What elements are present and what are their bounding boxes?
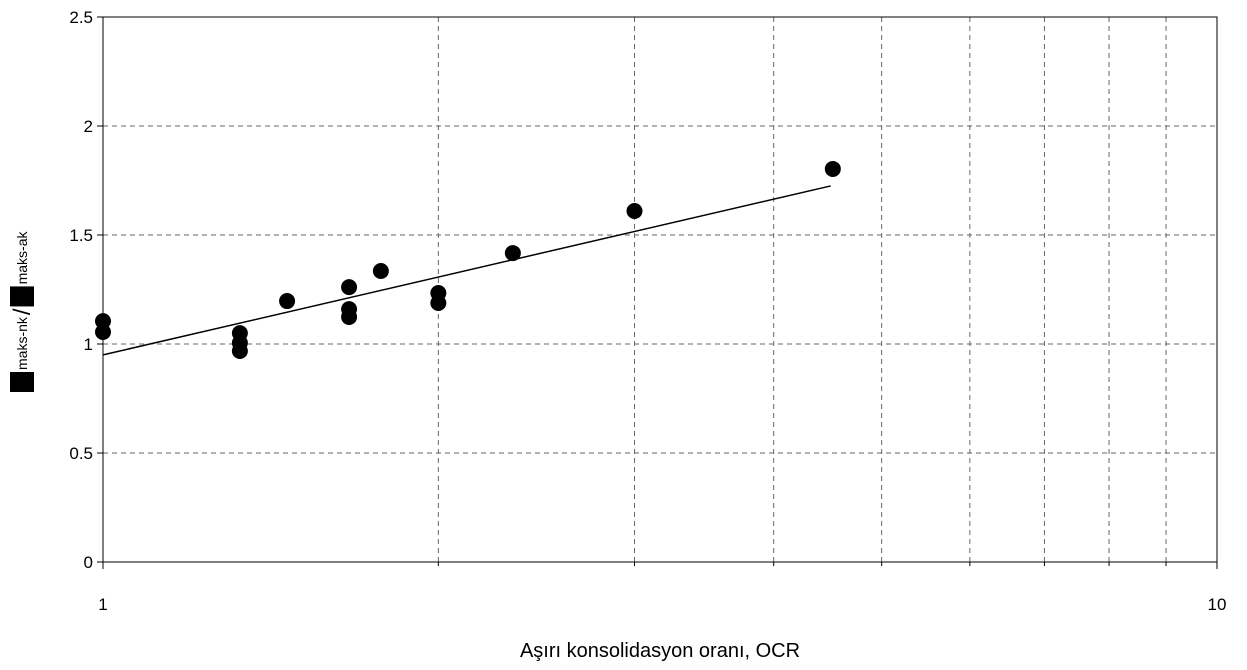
trend-line [102,185,831,356]
y-tick-label: 1 [84,335,93,354]
y-label-part: maks-nk [14,316,30,370]
y-tick-label: 0.5 [69,444,93,463]
y-tick-label: 2 [84,117,93,136]
glyph-box [10,372,34,392]
point [824,160,841,177]
x-axis-label: Aşırı konsolidasyon oranı, OCR [520,640,800,662]
point [504,245,521,262]
x-tick-label: 1 [98,595,107,614]
y-axis-label: maks-nk / maks-ak [9,231,36,392]
point [430,295,447,312]
y-tick-label: 2.5 [69,8,93,27]
x-tick-label: 10 [1208,595,1227,614]
point [341,279,358,296]
point [279,293,296,310]
y-tick-label: 1.5 [69,226,93,245]
point [231,342,248,359]
y-label-part: / [9,308,36,315]
point [341,308,358,325]
point [95,324,111,341]
glyph-box [10,286,34,307]
plot-border [102,16,1218,563]
y-tick-label: 0 [84,553,93,572]
y-label-part: maks-ak [14,231,30,285]
point [372,262,389,279]
point [626,203,643,220]
